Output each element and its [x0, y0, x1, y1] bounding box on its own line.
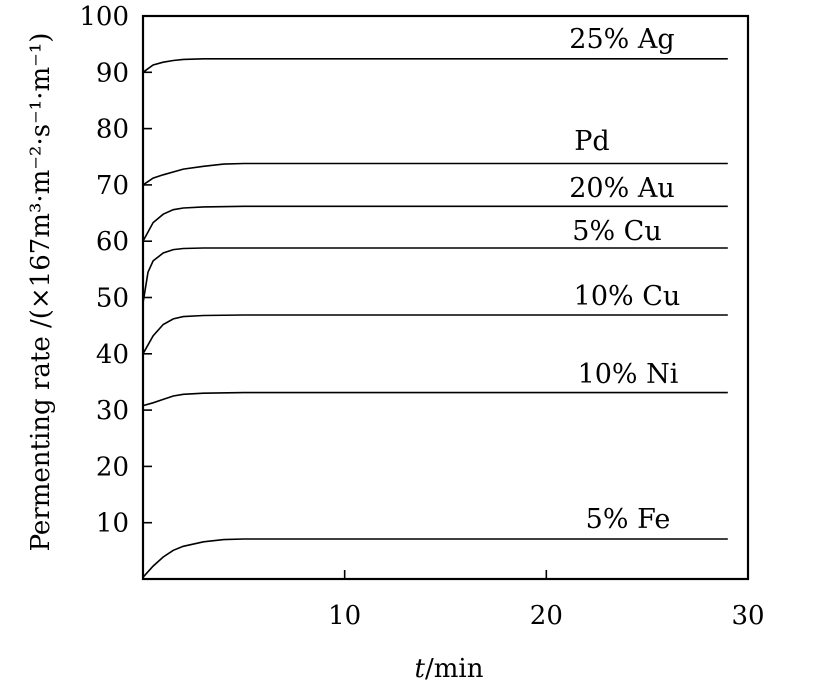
series-label-5: 10% Ni: [578, 359, 679, 390]
y-tick-label-40: 40: [96, 340, 129, 370]
series-line-4: [142, 314, 728, 355]
x-axis-title-italic: t: [415, 654, 426, 684]
series-line-1: [142, 162, 728, 186]
y-tick-label-60: 60: [96, 227, 129, 257]
series-label-3: 5% Cu: [572, 216, 661, 247]
series-labels-group: 25% Ag Pd 20% Au 5% Cu 10% Cu 10% Ni 5% Fe: [569, 24, 680, 535]
series-label-1: Pd: [574, 126, 609, 157]
series-label-4: 10% Cu: [574, 281, 681, 312]
series-line-5: [142, 391, 728, 407]
x-tick-label-20: 20: [530, 601, 563, 631]
series-line-3: [142, 247, 728, 304]
y-tick-label-50: 50: [96, 284, 129, 314]
y-axis-title: Permenting rate /(×167m³·m⁻²·s⁻¹·m⁻¹): [26, 33, 56, 552]
y-tick-label-100: 100: [79, 2, 129, 32]
series-label-0: 25% Ag: [569, 24, 674, 55]
y-tick-label-80: 80: [96, 115, 129, 145]
series-label-6: 5% Fe: [586, 504, 671, 535]
series-group: [142, 58, 728, 578]
x-tick-label-30: 30: [731, 601, 764, 631]
y-tick-label-10: 10: [96, 509, 129, 539]
series-line-2: [142, 205, 728, 242]
y-tick-label-30: 30: [96, 396, 129, 426]
tick-labels-group: 10 20 30 40 50 60 70 80 90 100 10 20 30: [79, 2, 764, 631]
y-tick-label-90: 90: [96, 58, 129, 88]
series-line-0: [142, 58, 728, 73]
series-label-2: 20% Au: [569, 173, 674, 204]
y-tick-label-20: 20: [96, 452, 129, 482]
x-axis-title: t/min: [415, 654, 484, 684]
x-axis-title-rest: /min: [425, 654, 484, 684]
y-tick-label-70: 70: [96, 171, 129, 201]
x-tick-label-10: 10: [328, 601, 361, 631]
series-line-6: [142, 538, 728, 578]
